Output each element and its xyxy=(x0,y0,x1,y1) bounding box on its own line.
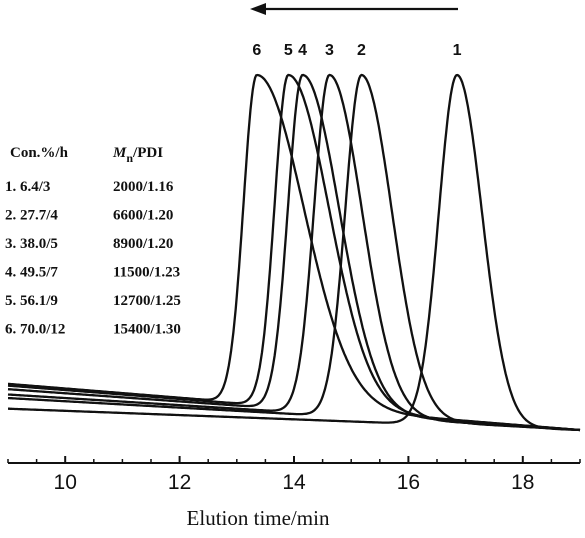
legend-row-mn-pdi: 12700/1.25 xyxy=(113,293,181,309)
legend-row-mn-pdi: 8900/1.20 xyxy=(113,236,173,252)
legend-row-condition: 5. 56.1/9 xyxy=(5,293,58,309)
peak-label-3: 3 xyxy=(325,42,334,59)
peak-label-1: 1 xyxy=(453,42,462,59)
curve-6 xyxy=(8,73,581,432)
peak-label-5: 5 xyxy=(284,42,293,59)
peak-label-4: 4 xyxy=(298,42,307,59)
legend-header-right: Mn/PDI xyxy=(112,145,163,165)
legend-header-mn: M xyxy=(112,145,127,161)
peak-label-6: 6 xyxy=(252,42,261,59)
peak-label-2: 2 xyxy=(357,42,366,59)
elution-direction-arrow xyxy=(250,3,458,15)
legend-header-pdi: /PDI xyxy=(132,145,163,161)
x-axis-label: Elution time/min xyxy=(187,506,330,530)
x-tick-label: 18 xyxy=(511,471,534,494)
curve-1 xyxy=(8,73,580,432)
legend-row-mn-pdi: 2000/1.16 xyxy=(113,179,174,195)
legend-row-condition: 1. 6.4/3 xyxy=(5,179,50,195)
legend-row-mn-pdi: 6600/1.20 xyxy=(113,208,173,224)
x-tick-label: 16 xyxy=(397,471,420,494)
chromatogram-curves xyxy=(7,73,581,432)
legend-row-condition: 4. 49.5/7 xyxy=(5,265,58,281)
x-ticks: 10 12 14 16 18 xyxy=(7,456,581,494)
legend-header-left: Con.%/h xyxy=(10,145,69,161)
legend-row-condition: 2. 27.7/4 xyxy=(5,208,58,224)
legend-header-sub: n xyxy=(126,151,133,165)
x-tick-label: 10 xyxy=(54,471,77,494)
curve-4 xyxy=(7,73,581,432)
legend-table: Con.%/h Mn/PDI 1. 6.4/3 2000/1.16 2. 27.7/… xyxy=(5,145,181,338)
legend-rows: 1. 6.4/3 2000/1.16 2. 27.7/4 6600/1.20 3. 38… xyxy=(5,179,181,338)
x-tick-label: 14 xyxy=(282,471,306,494)
legend-row-condition: 3. 38.0/5 xyxy=(5,236,58,252)
legend-row-mn-pdi: 11500/1.23 xyxy=(113,265,180,281)
peak-labels: 1 2 3 45 6 xyxy=(252,42,461,59)
legend-row-mn-pdi: 15400/1.30 xyxy=(113,322,181,338)
legend-row-condition: 6. 70.0/12 xyxy=(5,322,65,338)
x-tick-label: 12 xyxy=(168,471,191,494)
